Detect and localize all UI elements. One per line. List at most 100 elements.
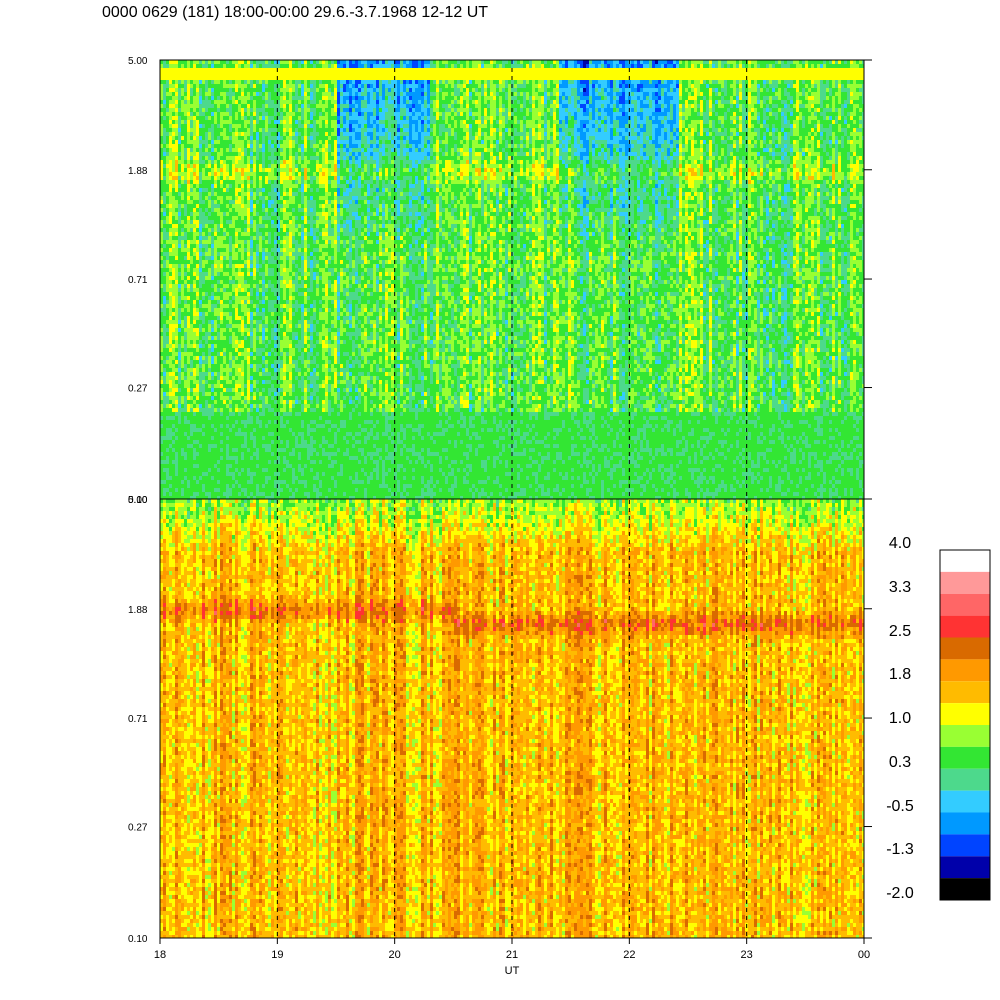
heatmap-cell [241, 112, 244, 116]
heatmap-cell [211, 464, 214, 468]
heatmap-cell [244, 336, 247, 340]
heatmap-cell [214, 324, 217, 328]
heatmap-cell [193, 448, 196, 452]
heatmap-cell [283, 388, 286, 392]
heatmap-cell [214, 280, 217, 284]
heatmap-cell [283, 320, 286, 324]
heatmap-cell [199, 344, 202, 348]
heatmap-cell [199, 92, 202, 96]
heatmap-cell [181, 408, 184, 412]
heatmap-cell [280, 420, 283, 424]
heatmap-cell [178, 476, 181, 480]
heatmap-cell [244, 280, 247, 284]
heatmap-cell [190, 240, 193, 244]
heatmap-cell [202, 88, 205, 92]
heatmap-cell [283, 468, 286, 472]
heatmap-cell [172, 412, 175, 416]
heatmap-cell [238, 156, 241, 160]
heatmap-cell [274, 324, 277, 328]
heatmap-cell [223, 360, 226, 364]
heatmap-cell [190, 88, 193, 92]
heatmap-cell [238, 488, 241, 492]
heatmap-cell [172, 456, 175, 460]
heatmap-cell [235, 184, 238, 188]
heatmap-cell [247, 400, 250, 404]
heatmap-cell [259, 128, 262, 132]
heatmap-cell [175, 176, 178, 180]
heatmap-cell [292, 172, 295, 176]
heatmap-cell [235, 436, 238, 440]
heatmap-cell [217, 124, 220, 128]
heatmap-cell [226, 272, 229, 276]
heatmap-cell [217, 476, 220, 480]
heatmap-cell [256, 252, 259, 256]
heatmap-cell [253, 100, 256, 104]
heatmap-cell [181, 336, 184, 340]
heatmap-cell [184, 160, 187, 164]
heatmap-cell [283, 332, 286, 336]
heatmap-cell [229, 328, 232, 332]
heatmap-cell [283, 240, 286, 244]
heatmap-cell [244, 432, 247, 436]
heatmap-cell [244, 228, 247, 232]
heatmap-cell [178, 360, 181, 364]
heatmap-cell [211, 316, 214, 320]
heatmap-cell [175, 280, 178, 284]
heatmap-cell [232, 304, 235, 308]
heatmap-cell [214, 120, 217, 124]
heatmap-cell [178, 148, 181, 152]
heatmap-cell [232, 60, 235, 64]
heatmap-cell [166, 108, 169, 112]
heatmap-cell [265, 364, 268, 368]
heatmap-cell [250, 488, 253, 492]
heatmap-cell [217, 180, 220, 184]
heatmap-cell [184, 148, 187, 152]
heatmap-cell [193, 268, 196, 272]
heatmap-cell [262, 476, 265, 480]
heatmap-cell [202, 260, 205, 264]
heatmap-cell [199, 328, 202, 332]
heatmap-cell [196, 188, 199, 192]
heatmap-cell [256, 172, 259, 176]
heatmap-cell [169, 388, 172, 392]
heatmap-cell [163, 300, 166, 304]
heatmap-cell [169, 276, 172, 280]
heatmap-cell [190, 312, 193, 316]
heatmap-cell [187, 100, 190, 104]
heatmap-cell [196, 444, 199, 448]
heatmap-cell [253, 396, 256, 400]
heatmap-cell [244, 364, 247, 368]
heatmap-cell [163, 180, 166, 184]
heatmap-cell [184, 188, 187, 192]
heatmap-cell [256, 144, 259, 148]
heatmap-cell [172, 392, 175, 396]
heatmap-cell [223, 276, 226, 280]
heatmap-cell [184, 76, 187, 80]
heatmap-cell [196, 472, 199, 476]
heatmap-cell [259, 416, 262, 420]
heatmap-cell [283, 188, 286, 192]
heatmap-cell [271, 228, 274, 232]
heatmap-cell [292, 248, 295, 252]
heatmap-cell [289, 472, 292, 476]
heatmap-cell [241, 184, 244, 188]
heatmap-cell [229, 172, 232, 176]
heatmap-cell [199, 140, 202, 144]
heatmap-cell [223, 432, 226, 436]
heatmap-cell [259, 72, 262, 76]
heatmap-cell [235, 352, 238, 356]
heatmap-cell [286, 184, 289, 188]
heatmap-cell [292, 68, 295, 72]
heatmap-cell [178, 432, 181, 436]
heatmap-cell [265, 88, 268, 92]
heatmap-cell [253, 464, 256, 468]
heatmap-cell [163, 84, 166, 88]
heatmap-cell [268, 188, 271, 192]
heatmap-cell [190, 104, 193, 108]
heatmap-cell [214, 372, 217, 376]
heatmap-cell [193, 416, 196, 420]
heatmap-cell [232, 472, 235, 476]
heatmap-cell [187, 60, 190, 64]
heatmap-cell [253, 148, 256, 152]
heatmap-cell [295, 216, 298, 220]
